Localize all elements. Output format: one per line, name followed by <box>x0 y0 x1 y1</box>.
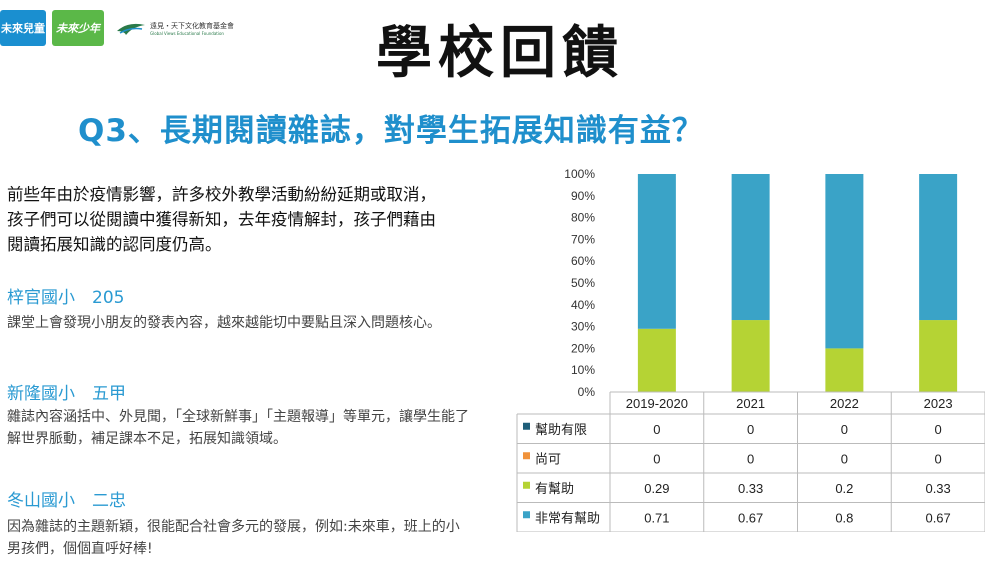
category-label: 2021 <box>736 396 765 411</box>
bar-segment <box>731 174 770 321</box>
legend-label: 非常有幫助 <box>535 510 600 526</box>
bar-segment <box>919 174 958 321</box>
school-name-2: 新隆國小 五甲 <box>7 384 126 404</box>
legend-swatch <box>523 452 530 460</box>
data-table-value: 0.33 <box>738 481 763 496</box>
school-name-1: 梓官國小 205 <box>7 288 125 308</box>
data-table-value: 0 <box>747 451 754 466</box>
y-tick-label: 0% <box>578 385 596 399</box>
question-heading: Q3、長期閱讀雜誌，對學生拓展知識有益？ <box>78 113 704 149</box>
bar-segment <box>825 348 864 392</box>
data-table-value: 0.71 <box>644 510 669 525</box>
foundation-logo: 遠見・天下文化教育基金會 Global Views Educational Fo… <box>116 19 234 37</box>
y-tick-label: 100% <box>564 167 595 181</box>
intro-paragraph: 前些年由於疫情影響，許多校外教學活動紛紛延期或取消，孩子們可以從閱讀中獲得新知，… <box>7 185 436 254</box>
y-tick-label: 40% <box>571 298 595 312</box>
legend-swatch <box>523 511 530 519</box>
logo-group: 未來兒童 未來少年 遠見・天下文化教育基金會 Global Views Educ… <box>0 6 234 50</box>
y-tick-label: 30% <box>571 320 595 334</box>
data-table-value: 0 <box>653 451 660 466</box>
data-table-value: 0 <box>653 422 660 437</box>
data-table-value: 0.8 <box>835 510 853 525</box>
data-table-value: 0 <box>935 422 942 437</box>
y-tick-label: 50% <box>571 276 595 290</box>
legend-label: 尚可 <box>535 452 561 467</box>
school-feedback-3: 因為雜誌的主題新穎，很能配合社會多元的發展，例如:未來車，班上的小男孩們，個個直… <box>7 519 460 557</box>
bar-segment <box>825 174 864 349</box>
bar-segment <box>637 174 676 329</box>
y-tick-label: 70% <box>571 232 595 246</box>
y-tick-label: 60% <box>571 254 595 268</box>
bird-icon <box>117 23 145 35</box>
category-label: 2022 <box>830 396 859 411</box>
category-label: 2023 <box>924 396 953 411</box>
future-youth-logo: 未來少年 <box>52 10 104 46</box>
data-table-value: 0 <box>841 422 848 437</box>
data-table-value: 0 <box>841 451 848 466</box>
data-table-value: 0.67 <box>925 510 950 525</box>
y-tick-label: 90% <box>571 189 595 203</box>
legend-swatch <box>523 481 530 489</box>
future-kids-logo: 未來兒童 <box>0 10 46 46</box>
data-table-value: 0.29 <box>644 481 669 496</box>
page-title: 學校回饋 <box>376 21 624 86</box>
foundation-name: 遠見・天下文化教育基金會 <box>150 21 234 30</box>
data-table-value: 0.67 <box>738 510 763 525</box>
school-feedback-1: 課堂上會發現小朋友的發表內容，越來越能切中要點且深入問題核心。 <box>7 315 441 331</box>
y-tick-label: 10% <box>571 363 595 377</box>
legend-label: 有幫助 <box>535 481 574 497</box>
data-table-value: 0 <box>935 451 942 466</box>
data-table-value: 0 <box>747 422 754 437</box>
legend-label: 幫助有限 <box>535 422 587 438</box>
school-name-3: 冬山國小 二忠 <box>7 491 126 511</box>
school-feedback-2: 雜誌內容涵括中、外見聞，「全球新鮮事」「主題報導」等單元，讓學生能了解世界脈動，… <box>7 409 469 447</box>
bar-segment <box>919 320 958 392</box>
y-tick-label: 80% <box>571 211 595 225</box>
bar-segment <box>731 320 770 392</box>
bar-segment <box>637 328 676 392</box>
foundation-name-en: Global Views Educational Foundation <box>150 30 224 36</box>
y-tick-label: 20% <box>571 341 595 355</box>
stacked-bar-chart: 0% 10% 20% 30% 40% 50% 60% 70% 80% 90% 100% 2019-20… <box>516 167 985 532</box>
category-label: 2019-2020 <box>626 396 688 411</box>
legend-swatch <box>523 422 530 430</box>
data-table-value: 0.33 <box>925 481 950 496</box>
data-table-value: 0.2 <box>835 481 853 496</box>
